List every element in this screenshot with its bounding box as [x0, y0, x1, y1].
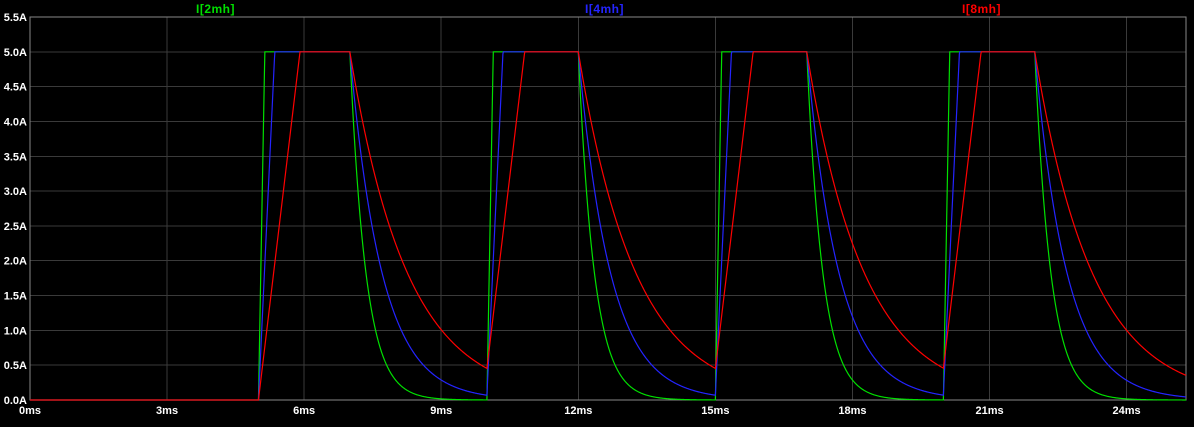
y-tick-label: 4.0A	[4, 116, 27, 128]
x-tick-label: 12ms	[564, 405, 592, 417]
y-tick-label: 3.0A	[4, 186, 27, 198]
y-tick-label: 1.0A	[4, 325, 27, 337]
y-tick-label: 2.0A	[4, 256, 27, 268]
x-tick-label: 6ms	[293, 405, 315, 417]
trace-legend: I[2mh] I[4mh] I[8mh]	[0, 0, 1194, 16]
y-tick-label: 3.5A	[4, 151, 27, 163]
trace-label-i2mh[interactable]: I[2mh]	[196, 2, 235, 16]
x-tick-label: 15ms	[701, 405, 729, 417]
x-tick-label: 24ms	[1113, 405, 1141, 417]
plot-border	[29, 16, 1187, 401]
y-tick-label: 5.5A	[4, 12, 27, 24]
trace-label-i4mh[interactable]: I[4mh]	[585, 2, 624, 16]
trace-label-i8mh[interactable]: I[8mh]	[962, 2, 1001, 16]
trace-i8mh[interactable]	[30, 51, 1187, 401]
y-tick-label: 0.5A	[4, 360, 27, 372]
y-tick-label: 2.5A	[4, 221, 27, 233]
x-tick-label: 18ms	[838, 405, 866, 417]
y-tick-label: 5.0A	[4, 47, 27, 59]
x-tick-label: 21ms	[975, 405, 1003, 417]
y-tick-label: 1.5A	[4, 291, 27, 303]
y-tick-label: 4.5A	[4, 82, 27, 94]
y-tick-label: 0.0A	[4, 395, 27, 407]
x-tick-label: 9ms	[430, 405, 452, 417]
x-tick-label: 0ms	[19, 405, 41, 417]
x-tick-label: 3ms	[156, 405, 178, 417]
